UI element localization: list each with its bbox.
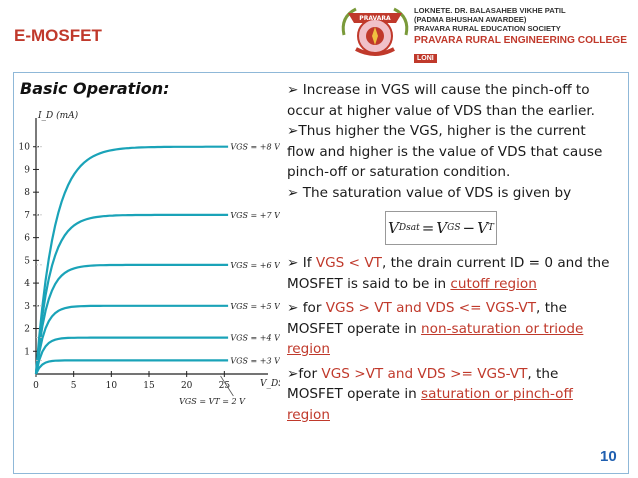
y-tick-label: 9 xyxy=(24,165,30,175)
y-tick-label: 8 xyxy=(24,188,30,198)
cutoff-pointer xyxy=(220,375,234,397)
y-tick-label: 3 xyxy=(24,302,30,312)
arrow-bullet-icon: ➢ xyxy=(287,184,303,201)
arrow-bullet-icon: ➢ xyxy=(287,123,299,139)
series-label: VGS = +6 V xyxy=(230,261,280,270)
arrow-bullet-icon: ➢ xyxy=(287,300,303,316)
curve-v-gs-3-v xyxy=(35,359,229,375)
cutoff-label: VGS = VT = 2 V xyxy=(179,397,246,406)
arrow-bullet-icon: ➢ xyxy=(287,255,303,271)
college-line2: (PADMA BHUSHAN AWARDEE) xyxy=(414,15,527,24)
curve-v-gs-7-v xyxy=(34,213,229,375)
bullet-6: ➢for VGS >VT and VDS >= VGS-VT, the MOSF… xyxy=(287,365,573,423)
series-label: VGS = +3 V xyxy=(230,356,280,365)
bullet-5: ➢ for VGS > VT and VDS <= VGS-VT, the MO… xyxy=(287,300,584,357)
series-label: VGS = +5 V xyxy=(230,302,280,311)
y-tick-label: 2 xyxy=(24,325,30,335)
college-badge: LONI xyxy=(414,54,437,63)
x-tick-label: 15 xyxy=(143,381,155,391)
x-tick-label: 5 xyxy=(71,381,77,391)
x-tick-label: 0 xyxy=(33,381,39,391)
arrow-bullet-icon: ➢ xyxy=(287,365,299,382)
y-tick-label: 1 xyxy=(24,347,30,357)
series-label: VGS = +8 V xyxy=(230,143,280,152)
slide-header-title: E-MOSFET xyxy=(14,26,102,45)
x-tick-label: 20 xyxy=(181,381,193,391)
college-line3: PRAVARA RURAL EDUCATION SOCIETY xyxy=(414,24,561,33)
y-tick-label: 10 xyxy=(19,143,31,153)
x-tick-label: 10 xyxy=(106,381,118,391)
curve-v-gs-5-v xyxy=(34,304,229,375)
bullet-2: ➢Thus higher the VGS, higher is the curr… xyxy=(287,123,603,180)
y-tick-label: 6 xyxy=(24,234,30,244)
college-logo: PRAVARA xyxy=(334,3,416,59)
curve-v-gs-4-v xyxy=(34,336,229,375)
content-frame xyxy=(13,72,629,474)
series-label: VGS = +7 V xyxy=(230,211,280,220)
x-axis-label: V_DS xyxy=(260,379,280,389)
bullet-1: ➢ Increase in VGS will cause the pinch-o… xyxy=(287,82,595,119)
curve-v-gs-8-v xyxy=(34,145,229,375)
bullet-3: ➢ The saturation value of VDS is given b… xyxy=(287,184,572,201)
series-label: VGS = +4 V xyxy=(230,334,280,343)
page-number: 10 xyxy=(600,448,617,465)
x-tick-label: 25 xyxy=(219,381,231,391)
y-tick-label: 7 xyxy=(24,211,30,221)
y-axis-label: I_D (mA) xyxy=(37,110,79,121)
y-tick-label: 4 xyxy=(24,279,30,289)
section-heading: Basic Operation: xyxy=(20,79,170,98)
college-info: LOKNETE. DR. BALASAHEB VIKHE PATIL (PADM… xyxy=(414,6,636,65)
college-name: PRAVARA RURAL ENGINEERING COLLEGE xyxy=(414,35,628,46)
logo-text: PRAVARA xyxy=(359,15,391,22)
y-tick-label: 5 xyxy=(24,256,30,266)
drain-characteristics-chart: I_D (mA) V_DS 1 2 3 4 5 6 7 8 9 10 0 5 10 15 20 25 VGS = +… xyxy=(19,110,280,406)
curve-v-gs-6-v xyxy=(34,263,229,375)
arrow-bullet-icon: ➢ xyxy=(287,82,303,98)
bullet-4: ➢ If VGS < VT, the drain current ID = 0 … xyxy=(287,255,610,292)
body-text: ➢ Increase in VGS will cause the pinch-o… xyxy=(287,80,617,425)
college-line1: LOKNETE. DR. BALASAHEB VIKHE PATIL xyxy=(414,6,566,15)
